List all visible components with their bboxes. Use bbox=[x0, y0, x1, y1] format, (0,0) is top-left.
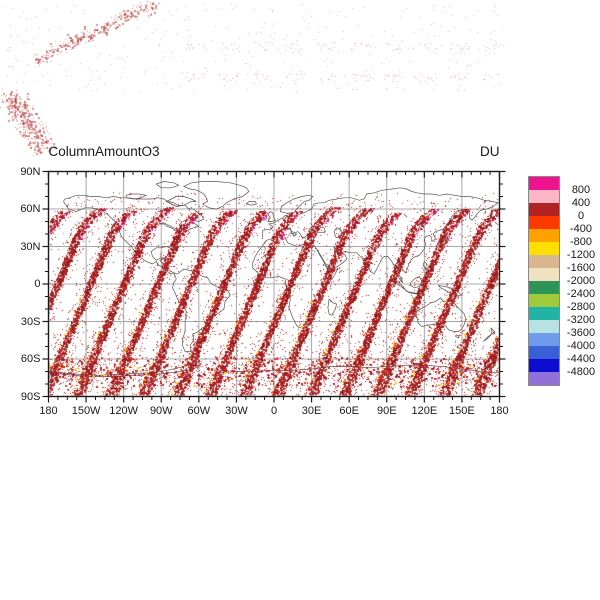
y-tick-label: 30N bbox=[20, 240, 41, 253]
colorbar bbox=[528, 176, 560, 386]
colorbar-swatch bbox=[529, 372, 559, 385]
colorbar-swatch bbox=[529, 307, 559, 320]
colorbar-swatch bbox=[529, 177, 559, 190]
colorbar-tick-label: 800 bbox=[571, 183, 591, 196]
colorbar-swatch bbox=[529, 294, 559, 307]
colorbar-tick-label: -4800 bbox=[566, 365, 596, 378]
colorbar-tick-label: -4400 bbox=[566, 352, 596, 365]
colorbar-swatch bbox=[529, 190, 559, 203]
colorbar-swatch bbox=[529, 255, 559, 268]
colorbar-swatch bbox=[529, 268, 559, 281]
colorbar-tick-label: -2400 bbox=[566, 287, 596, 300]
y-tick-label: 60N bbox=[20, 203, 41, 215]
x-tick-label: 30E bbox=[301, 404, 322, 417]
colorbar-swatch bbox=[529, 359, 559, 372]
x-tick-label: 60W bbox=[187, 404, 211, 417]
x-tick-label: 150E bbox=[449, 404, 475, 417]
colorbar-tick-label: -4000 bbox=[566, 339, 596, 352]
x-tick-label: 90W bbox=[149, 404, 173, 417]
colorbar-tick-label: -800 bbox=[569, 235, 593, 248]
plot-title: ColumnAmountO3 bbox=[48, 144, 160, 159]
x-tick-label: 180 bbox=[39, 404, 58, 417]
colorbar-tick-label: -2800 bbox=[566, 300, 596, 313]
colorbar-tick-label: 400 bbox=[571, 196, 591, 209]
x-tick-label: 120W bbox=[109, 404, 139, 417]
x-tick-label: 90E bbox=[376, 404, 397, 417]
colorbar-swatch bbox=[529, 216, 559, 229]
colorbar-swatch bbox=[529, 242, 559, 255]
x-tick-label: 60E bbox=[339, 404, 359, 417]
y-tick-label: 60S bbox=[20, 353, 41, 365]
colorbar-swatch bbox=[529, 203, 559, 216]
colorbar-tick-label: -1200 bbox=[566, 248, 596, 261]
colorbar-tick-label: 0 bbox=[577, 209, 585, 222]
y-tick-label: 30S bbox=[20, 315, 41, 328]
x-tick-label: 180 bbox=[490, 404, 509, 417]
unit-label: DU bbox=[480, 144, 500, 159]
colorbar-swatch bbox=[529, 346, 559, 359]
y-tick-label: 0 bbox=[34, 278, 41, 290]
colorbar-swatch bbox=[529, 333, 559, 346]
y-tick-label: 90N bbox=[20, 165, 41, 178]
colorbar-swatch bbox=[529, 320, 559, 333]
colorbar-tick-label: -3600 bbox=[566, 326, 596, 339]
x-tick-label: 30W bbox=[225, 404, 248, 417]
colorbar-tick-label: -2000 bbox=[566, 274, 596, 287]
y-tick-label: 90S bbox=[20, 390, 41, 403]
colorbar-tick-label: -400 bbox=[569, 222, 593, 235]
x-tick-label: 120E bbox=[411, 404, 438, 417]
colorbar-swatch bbox=[529, 281, 559, 294]
colorbar-tick-label: -3200 bbox=[566, 313, 596, 326]
colorbar-tick-label: -1600 bbox=[566, 261, 596, 274]
colorbar-swatch bbox=[529, 229, 559, 242]
x-tick-label: 0 bbox=[270, 404, 278, 417]
x-tick-label: 150W bbox=[71, 404, 101, 417]
